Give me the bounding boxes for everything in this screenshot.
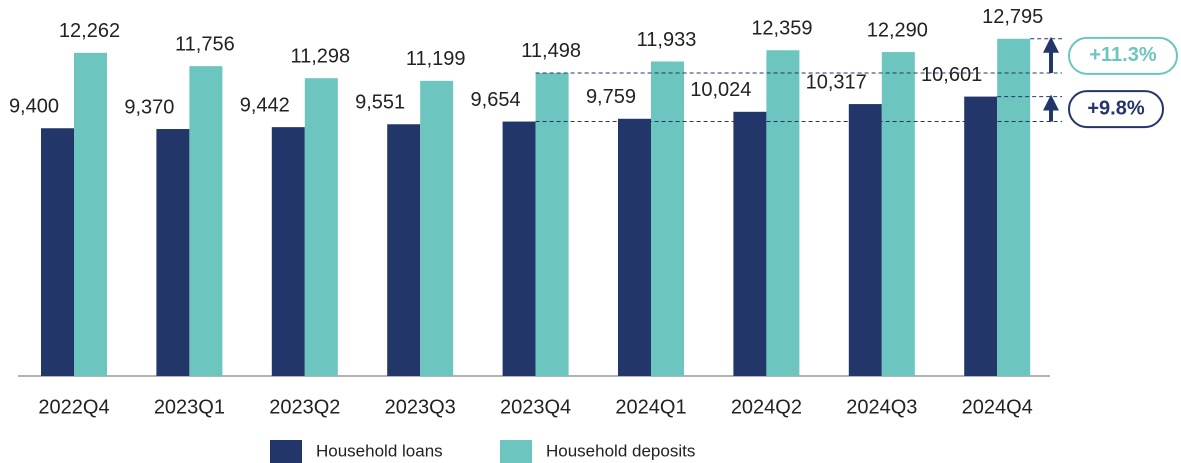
annotation-pill xyxy=(1068,90,1164,129)
x-tick-label: 2023Q2 xyxy=(269,396,340,418)
bar xyxy=(74,52,107,376)
value-label: 9,759 xyxy=(586,86,636,108)
bar xyxy=(651,61,684,376)
bar xyxy=(271,127,305,376)
legend-label: Household loans xyxy=(316,441,443,460)
legend-swatch xyxy=(500,440,532,463)
bar xyxy=(766,50,800,376)
bar xyxy=(156,129,190,376)
value-label: 12,262 xyxy=(59,20,120,42)
value-label: 11,933 xyxy=(637,29,697,51)
annotation-text: +11.3% xyxy=(1089,44,1157,66)
value-label: 11,199 xyxy=(406,48,466,70)
bar xyxy=(189,66,223,376)
x-tick-label: 2024Q3 xyxy=(846,396,917,418)
value-label: 11,298 xyxy=(290,45,350,67)
value-label: 9,551 xyxy=(355,92,405,114)
x-tick-label: 2024Q4 xyxy=(962,396,1033,418)
x-tick-label: 2023Q4 xyxy=(500,396,571,418)
value-label: 9,400 xyxy=(9,96,59,118)
bar xyxy=(881,52,915,377)
value-label: 11,498 xyxy=(521,40,581,62)
bar xyxy=(848,104,882,376)
value-label: 12,795 xyxy=(982,6,1043,28)
value-label: 12,290 xyxy=(867,19,928,41)
bar xyxy=(618,118,651,376)
legend-label: Household deposits xyxy=(546,441,695,460)
x-tick-label: 2023Q1 xyxy=(154,396,225,418)
bar xyxy=(387,124,421,376)
annotation-pill xyxy=(1068,36,1178,75)
value-label: 10,317 xyxy=(806,71,867,93)
value-label: 10,601 xyxy=(921,64,982,86)
value-label: 11,756 xyxy=(175,33,235,55)
bar xyxy=(41,128,74,376)
x-tick-label: 2024Q1 xyxy=(615,396,686,418)
value-label: 9,370 xyxy=(124,96,174,118)
x-tick-label: 2022Q4 xyxy=(38,396,109,418)
bar xyxy=(733,111,767,377)
annotation-text: +9.8% xyxy=(1087,97,1144,119)
legend-swatch xyxy=(270,440,302,463)
bar xyxy=(420,80,454,376)
bar xyxy=(964,96,998,377)
bar xyxy=(304,78,338,376)
value-label: 12,359 xyxy=(751,18,812,40)
value-label: 9,654 xyxy=(471,89,521,111)
bar xyxy=(535,72,569,377)
value-label: 9,442 xyxy=(240,94,290,116)
bar xyxy=(997,38,1031,377)
x-tick-label: 2024Q2 xyxy=(731,396,802,418)
bar xyxy=(502,121,536,376)
value-label: 10,024 xyxy=(690,79,751,101)
x-tick-label: 2023Q3 xyxy=(385,396,456,418)
